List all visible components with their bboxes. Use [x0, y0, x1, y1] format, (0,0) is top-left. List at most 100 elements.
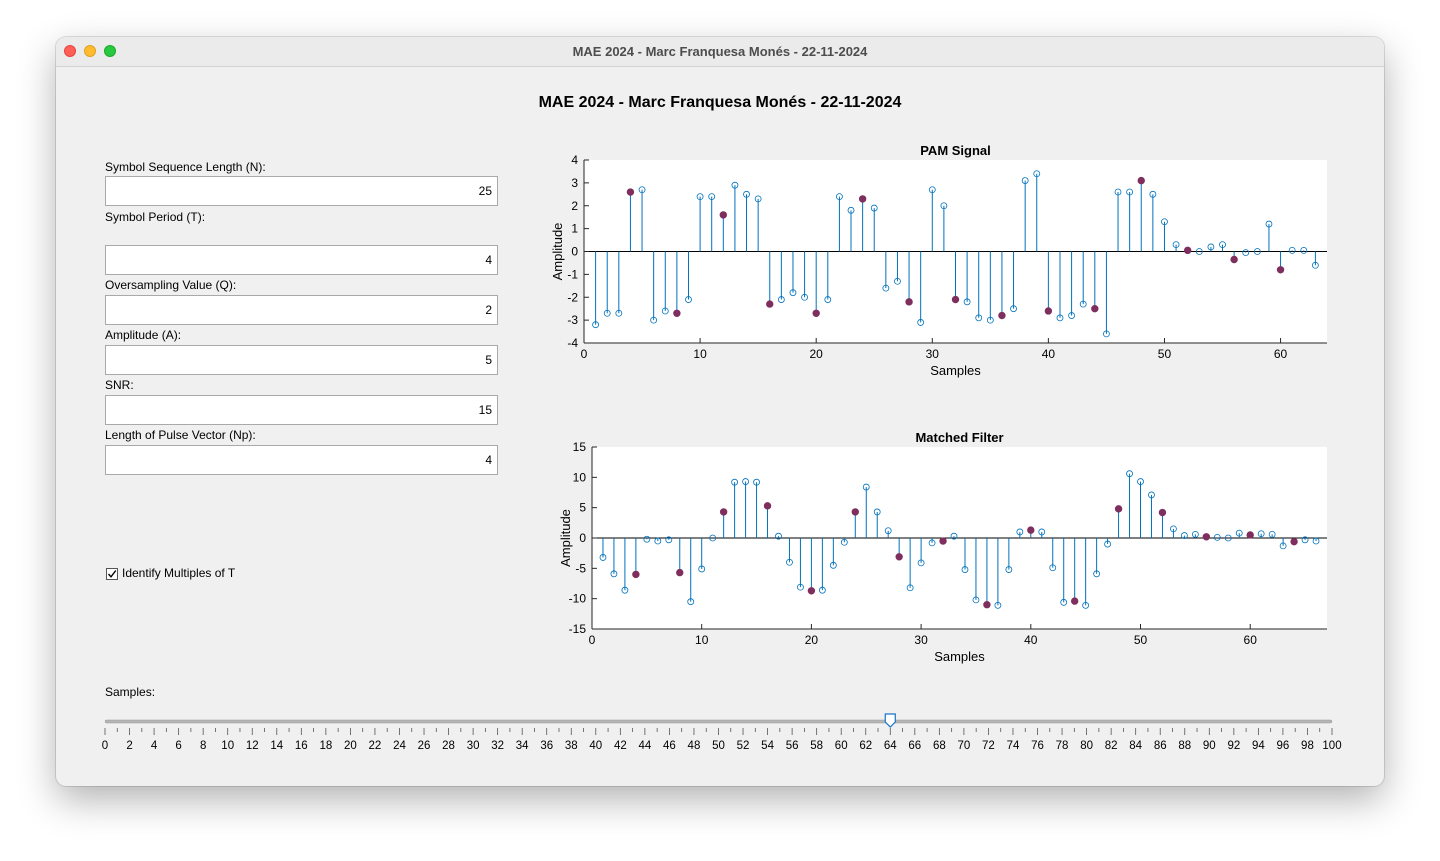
- samples-slider[interactable]: 0 2 4 6 8 10 12 14 16 18 20 22 24 26 28 30 32 34 36 38 40 42 4…: [102, 713, 1342, 752]
- slider-tick-label: 36: [540, 740, 553, 752]
- stem-marker: [1033, 170, 1041, 178]
- slider-tick-label: 52: [737, 740, 750, 752]
- slider-tick-label: 16: [295, 740, 308, 752]
- slider-tick-label: 94: [1252, 740, 1265, 752]
- slider-tick-label: 46: [663, 740, 676, 752]
- stem-marker: [743, 190, 750, 198]
- y-tick-label: 1: [571, 222, 578, 236]
- pulse-length-field[interactable]: 4: [105, 445, 498, 475]
- stem-marker-highlight: [939, 537, 947, 545]
- slider-tick-label: 44: [638, 740, 651, 752]
- slider-tick-label: 96: [1277, 740, 1290, 752]
- stem-marker: [1242, 249, 1250, 257]
- stem-marker: [1207, 243, 1215, 251]
- stem-marker: [789, 289, 797, 297]
- stem-marker: [742, 478, 749, 485]
- stem-marker: [1195, 248, 1203, 255]
- zoom-window-button[interactable]: [104, 45, 116, 57]
- slider-tick-label: 26: [418, 740, 431, 752]
- stem-marker: [731, 478, 739, 486]
- slider-tick-label: 22: [369, 740, 382, 752]
- stem-marker-highlight: [1114, 505, 1123, 513]
- pulse-length-label: Length of Pulse Vector (Np):: [105, 428, 256, 442]
- y-tick-label: -1: [567, 267, 578, 281]
- oversampling-field[interactable]: 2: [105, 295, 498, 325]
- stem-marker: [1180, 532, 1188, 539]
- stem-marker: [884, 527, 892, 535]
- slider-tick-label: 70: [958, 740, 971, 752]
- y-tick-label: 15: [573, 440, 587, 454]
- x-tick-label: 0: [581, 347, 588, 361]
- stem-marker: [1265, 220, 1273, 228]
- stem-marker: [1104, 540, 1111, 548]
- slider-tick-label: 80: [1080, 740, 1093, 752]
- stem-marker: [1060, 598, 1068, 606]
- stem-marker-highlight: [951, 295, 960, 304]
- slider-tick-label: 20: [344, 740, 357, 752]
- y-tick-label: 4: [571, 153, 578, 167]
- identify-multiples-checkbox[interactable]: [106, 568, 118, 580]
- slider-tick-label: 28: [442, 740, 455, 752]
- x-tick-label: 40: [1042, 347, 1056, 361]
- stem-marker: [797, 583, 804, 591]
- stem-marker: [847, 206, 855, 214]
- stem-marker: [928, 186, 936, 194]
- stem-marker: [661, 307, 669, 315]
- slider-tick-label: 64: [884, 740, 897, 752]
- slider-tick-label: 0: [102, 740, 108, 752]
- stem-marker: [950, 532, 958, 540]
- slider-tick-label: 98: [1301, 740, 1314, 752]
- slider-tick-label: 10: [221, 740, 234, 752]
- stem-marker: [1126, 470, 1133, 478]
- slider-thumb[interactable]: [884, 713, 896, 728]
- stem-marker: [1079, 300, 1087, 308]
- stem-marker: [961, 566, 969, 573]
- slider-tick-label: 100: [1322, 740, 1341, 752]
- stem-marker-highlight: [983, 601, 991, 609]
- symbol-period-field[interactable]: 4: [105, 245, 498, 275]
- x-tick-label: 30: [914, 633, 928, 647]
- stem-marker: [698, 565, 706, 573]
- slider-tick-label: 78: [1056, 740, 1069, 752]
- slider-tick-label: 58: [810, 740, 823, 752]
- stem-marker: [1288, 246, 1296, 254]
- close-window-button[interactable]: [64, 45, 76, 57]
- stem-marker: [928, 539, 936, 547]
- slider-tick-label: 68: [933, 740, 946, 752]
- stem-marker: [975, 314, 983, 322]
- stem-marker: [754, 195, 762, 203]
- stem-marker: [906, 584, 914, 592]
- stem-marker: [685, 296, 692, 303]
- y-tick-label: -4: [567, 336, 578, 350]
- oversampling-label: Oversampling Value (Q):: [105, 278, 237, 292]
- stem-marker: [1093, 570, 1101, 578]
- slider-tick-label: 84: [1129, 740, 1142, 752]
- stem-marker-highlight: [676, 568, 684, 577]
- y-tick-label: 0: [579, 531, 586, 545]
- stem-marker: [603, 309, 611, 317]
- stem-marker: [894, 277, 901, 285]
- stem-marker: [599, 554, 607, 561]
- stem-marker: [1016, 528, 1024, 536]
- slider-tick-label: 62: [859, 740, 872, 752]
- x-tick-label: 20: [805, 633, 819, 647]
- samples-slider-label: Samples:: [105, 685, 156, 699]
- sequence-length-field[interactable]: 25: [105, 176, 498, 206]
- snr-field[interactable]: 15: [105, 395, 498, 425]
- slider-track: [104, 719, 1333, 724]
- slider-tick-label: 76: [1031, 740, 1044, 752]
- stem-marker-highlight: [1290, 537, 1298, 546]
- stem-marker-highlight: [763, 502, 772, 510]
- snr-label: SNR:: [105, 378, 134, 392]
- stem-marker: [1301, 536, 1309, 544]
- chart-title: Matched Filter: [915, 430, 1003, 445]
- y-tick-label: -5: [575, 561, 586, 575]
- x-tick-label: 20: [810, 347, 824, 361]
- x-tick-label: 10: [693, 347, 707, 361]
- stem-marker: [801, 293, 808, 301]
- amplitude-field[interactable]: 5: [105, 345, 498, 375]
- minimize-window-button[interactable]: [84, 45, 96, 57]
- checkmark-icon: [107, 570, 117, 578]
- slider-tick-label: 90: [1203, 740, 1216, 752]
